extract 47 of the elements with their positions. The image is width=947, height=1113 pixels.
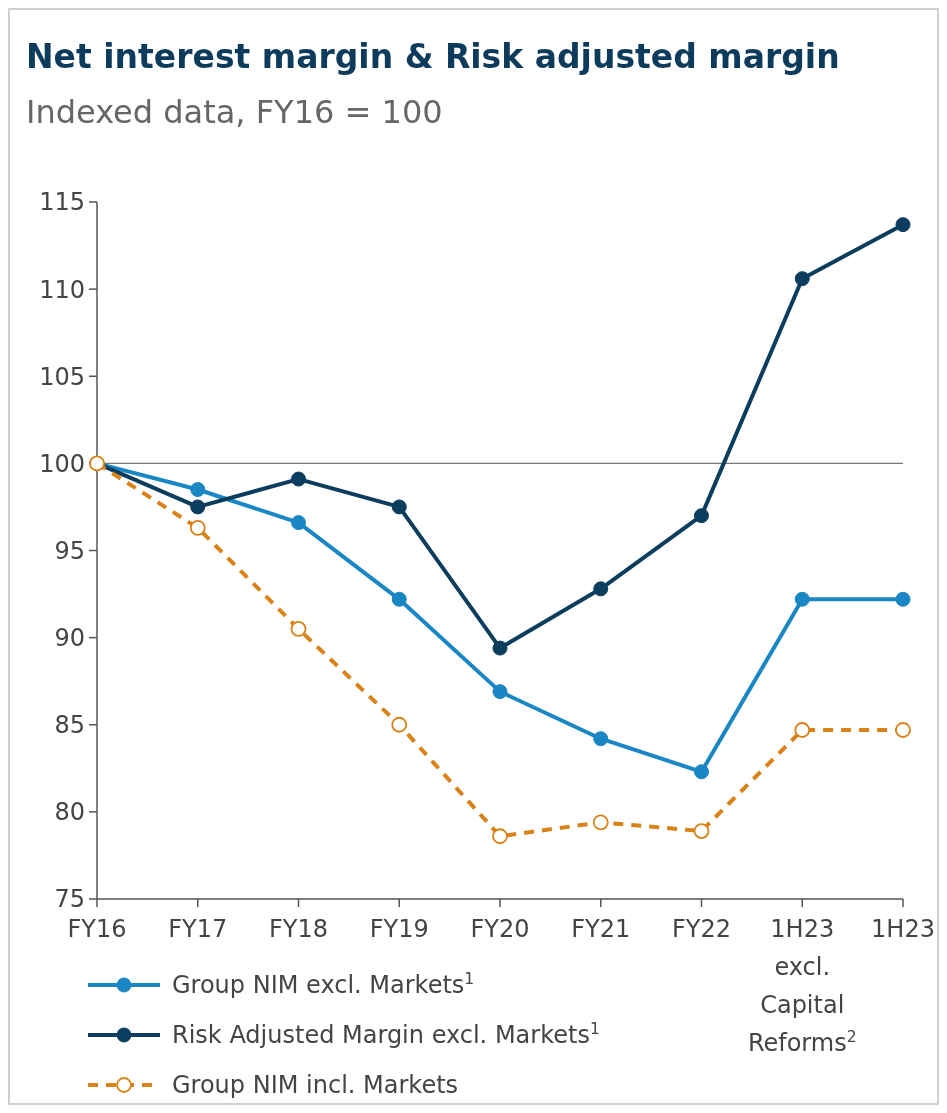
point	[290, 621, 307, 637]
x-tick-label: FY19	[369, 915, 429, 943]
point	[794, 591, 810, 607]
point	[391, 591, 407, 607]
x-tick-label: FY18	[268, 915, 329, 943]
x-tick-label: FY17	[168, 915, 228, 943]
point	[794, 722, 811, 738]
point	[391, 716, 408, 733]
legend-label: Group NIM incl. Markets	[172, 1071, 459, 1100]
point	[190, 482, 206, 498]
point	[895, 722, 911, 738]
point	[694, 508, 709, 524]
chart-title: Net interest margin & Risk adjusted margin	[26, 37, 840, 76]
point	[291, 515, 306, 531]
x-tick-label: FY21	[571, 915, 631, 943]
point	[492, 828, 508, 845]
point	[190, 499, 206, 515]
point	[895, 591, 911, 607]
legend-label: Risk Adjusted Margin excl. Markets$^{1}$	[172, 1020, 600, 1050]
point	[694, 764, 709, 780]
x-tick-label: 1H23	[871, 915, 935, 943]
y-tick-label: 95	[54, 536, 85, 565]
y-tick-label: 110	[39, 275, 85, 304]
y-tick-label: 90	[54, 624, 85, 653]
chart-subtitle: Indexed data, FY16 = 100	[26, 93, 443, 131]
point	[895, 217, 911, 233]
x-tick-label: 1H23 excl. Capital Reforms$^{2}$	[747, 915, 857, 1057]
point	[593, 731, 609, 747]
point	[492, 684, 508, 700]
point	[693, 823, 710, 839]
y-tick-label: 85	[54, 711, 85, 740]
point	[291, 471, 306, 487]
y-tick-label: 75	[54, 885, 85, 914]
point	[189, 519, 206, 536]
point	[492, 640, 508, 656]
y-tick-label: 100	[39, 449, 85, 478]
y-tick-label: 115	[39, 188, 85, 217]
point	[593, 581, 609, 597]
x-tick-label: FY22	[671, 915, 732, 943]
x-tick-label: FY16	[67, 915, 127, 943]
legend-label: Group NIM excl. Markets$^{1}$	[172, 970, 475, 1000]
point	[592, 814, 609, 831]
y-tick-label: 105	[39, 362, 85, 391]
point	[391, 499, 407, 515]
x-tick-label: FY20	[470, 915, 530, 943]
point	[794, 271, 810, 287]
y-tick-label: 80	[54, 798, 85, 827]
